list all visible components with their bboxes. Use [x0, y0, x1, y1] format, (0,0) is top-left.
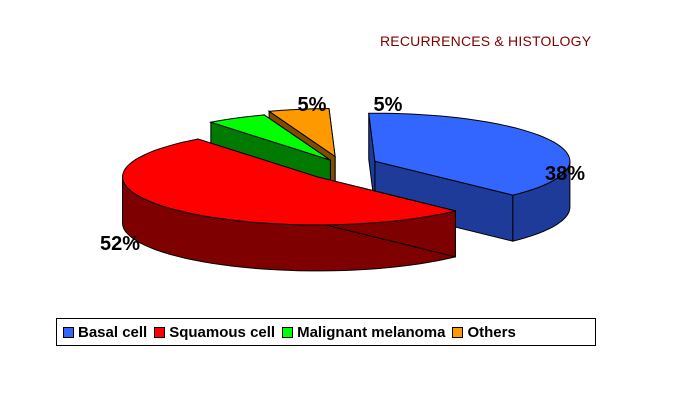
- slice-label-basal-cell: 38%: [545, 163, 585, 185]
- legend-item-malignant-melanoma: Malignant melanoma: [282, 324, 445, 341]
- pie-slice-malignant-melanoma: [208, 114, 331, 161]
- pie-slice-others: [267, 108, 336, 158]
- legend-swatch-squamous-cell: [154, 326, 166, 338]
- legend-item-basal-cell: Basal cell: [63, 324, 147, 341]
- legend-swatch-basal-cell: [63, 326, 74, 338]
- pie-tops: [121, 108, 571, 226]
- legend-label: Basal cell: [78, 323, 148, 341]
- legend-swatch-others: [452, 326, 464, 338]
- legend-swatch-malignant-melanoma: [282, 326, 294, 338]
- pie-labels: 38% 52% 5% 5%: [100, 94, 585, 255]
- pie-slice-basal-cell: [368, 112, 571, 196]
- legend-label: Others: [467, 323, 516, 341]
- slice-label-squamous-cell: 52%: [100, 233, 140, 255]
- legend-label: Squamous cell: [169, 323, 276, 341]
- slice-label-others: 5%: [374, 94, 403, 116]
- chart-legend: Basal cell Squamous cell Malignant melan…: [56, 318, 596, 346]
- legend-label: Malignant melanoma: [297, 323, 446, 341]
- slice-label-malignant-melanoma: 5%: [298, 94, 327, 116]
- chart-title: RECURRENCES & HISTOLOGY: [380, 33, 592, 49]
- legend-item-squamous-cell: Squamous cell: [154, 324, 275, 341]
- legend-item-others: Others: [452, 323, 516, 341]
- pie-slice-squamous-cell: [121, 138, 456, 226]
